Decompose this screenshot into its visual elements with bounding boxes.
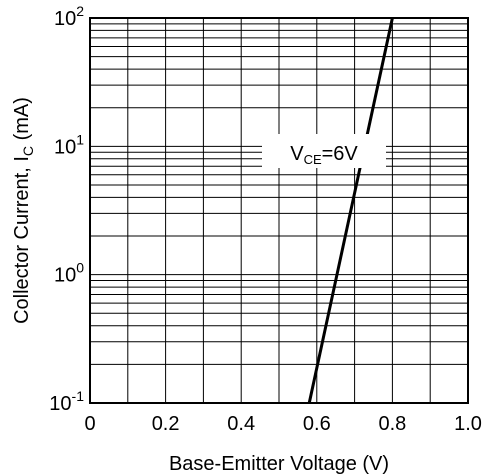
x-tick-label: 0.8 xyxy=(378,413,406,435)
y-tick-label: 10-1 xyxy=(49,388,84,415)
y-axis-label-main: Collector Current, I xyxy=(11,156,33,324)
y-tick-base: 10 xyxy=(54,136,76,158)
annotation-background xyxy=(262,134,386,168)
plot-frame xyxy=(89,17,469,404)
y-tick-base: 10 xyxy=(49,393,71,415)
annotation-rest: =6V xyxy=(322,143,359,165)
y-tick-base: 10 xyxy=(54,8,76,30)
x-tick-labels: 0 0.2 0.4 0.6 0.8 1.0 xyxy=(84,413,481,435)
y-tick-label: 102 xyxy=(54,3,84,30)
y-tick-exponent: 2 xyxy=(76,3,84,19)
annotation-label: VCE=6V xyxy=(290,143,358,167)
grid xyxy=(90,18,468,403)
x-tick-label: 0 xyxy=(84,413,95,435)
x-tick-label: 0.6 xyxy=(303,413,331,435)
y-tick-exponent: -1 xyxy=(72,388,85,404)
annotation: VCE=6V xyxy=(262,134,386,168)
y-tick-label: 101 xyxy=(54,131,84,158)
annotation-main: V xyxy=(290,143,304,165)
x-tick-label: 0.2 xyxy=(152,413,180,435)
y-tick-base: 10 xyxy=(54,265,76,287)
x-tick-label: 1.0 xyxy=(454,413,482,435)
annotation-subscript: CE xyxy=(304,152,322,167)
x-tick-label: 0.4 xyxy=(227,413,255,435)
y-axis-label-unit: (mA) xyxy=(11,97,33,146)
y-tick-exponent: 0 xyxy=(76,260,84,276)
x-axis-label: Base-Emitter Voltage (V) xyxy=(169,453,389,475)
series-line xyxy=(307,17,394,404)
y-axis-label: Collector Current, IC (mA) xyxy=(11,97,36,324)
y-tick-label: 100 xyxy=(54,260,84,287)
series xyxy=(307,17,394,404)
y-tick-exponent: 1 xyxy=(76,131,84,147)
y-axis-label-sub: C xyxy=(20,146,36,156)
